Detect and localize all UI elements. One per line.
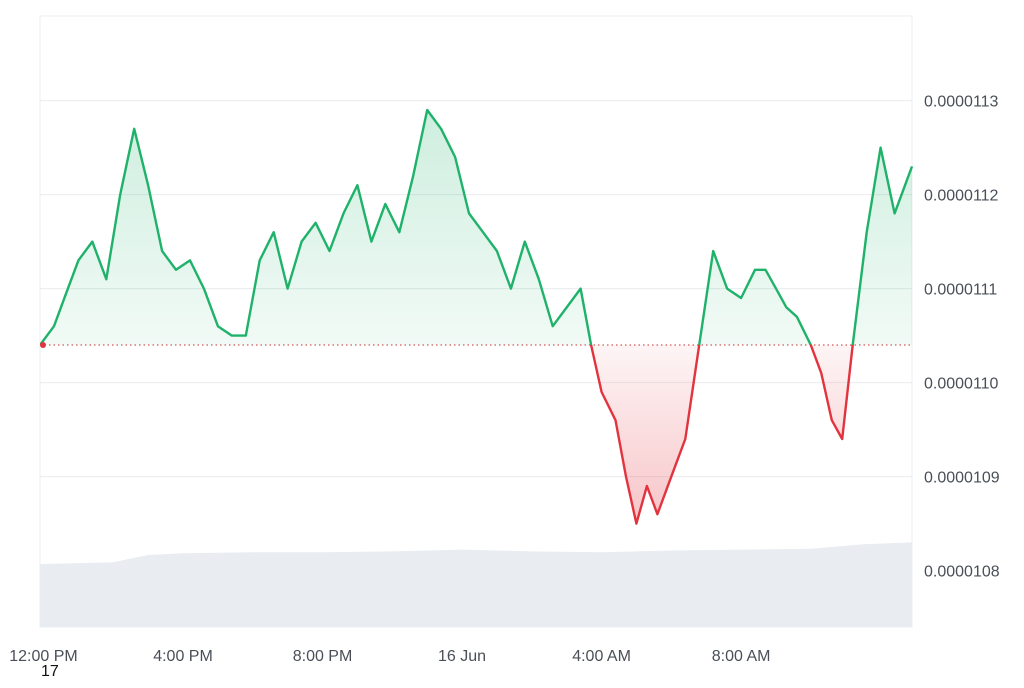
x-tick-label: 4:00 AM [572, 648, 631, 665]
volume-area-path [40, 542, 912, 627]
x-tick-label: 12:00 PM [9, 648, 77, 665]
y-tick-label: 0.0000113 [924, 94, 999, 111]
price-line [40, 108, 914, 525]
price-fill [40, 110, 912, 524]
y-tick-label: 0.0000108 [924, 564, 1000, 581]
baseline [40, 342, 912, 348]
corner-label: 17 [41, 663, 59, 680]
y-tick-label: 0.0000110 [924, 376, 999, 393]
volume-area [40, 542, 912, 627]
x-tick-label: 8:00 PM [293, 648, 353, 665]
y-axis-ticks: 0.0000108 0.0000109 0.0000110 0.0000111 0.00… [924, 94, 1000, 581]
price-fill-above [40, 110, 912, 345]
x-axis-ticks: 12:00 PM 4:00 PM 8:00 PM 16 Jun 4:00 AM 8:00 … [9, 648, 770, 665]
x-tick-label: 4:00 PM [153, 648, 213, 665]
price-fill-below [40, 345, 912, 524]
x-tick-label: 8:00 AM [712, 648, 771, 665]
y-tick-label: 0.0000109 [924, 470, 1000, 487]
x-tick-label: 16 Jun [438, 648, 486, 665]
y-tick-label: 0.0000111 [924, 282, 997, 299]
price-line-above [40, 108, 914, 345]
start-marker [40, 342, 46, 348]
y-tick-label: 0.0000112 [924, 188, 999, 205]
